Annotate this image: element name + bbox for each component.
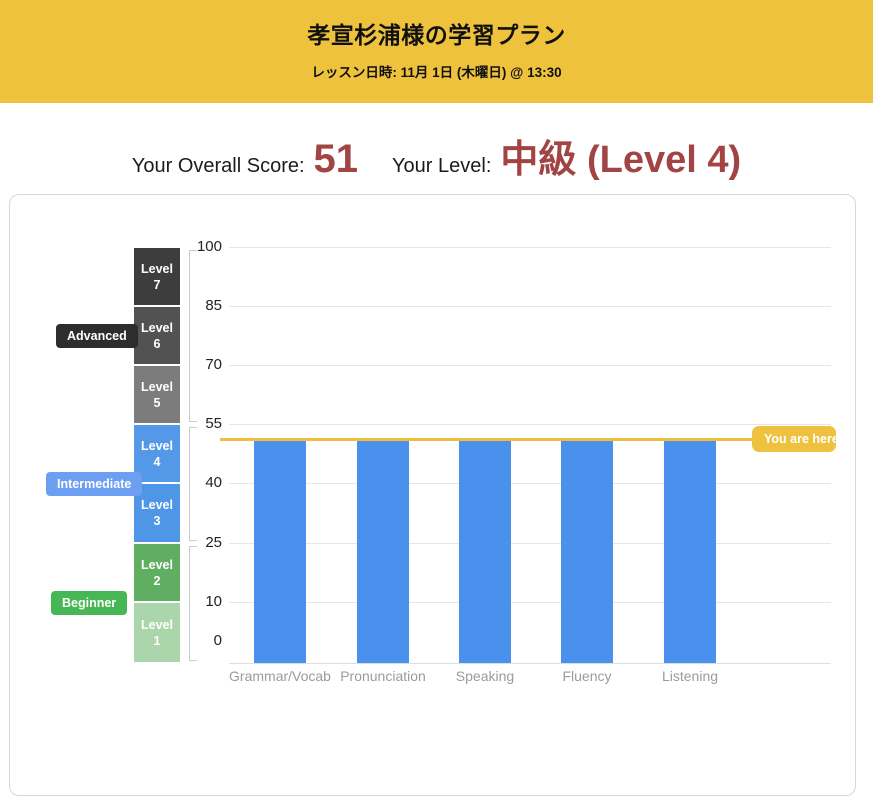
group-badge-beginner: Beginner bbox=[51, 591, 128, 615]
your-level-label: Your Level: bbox=[392, 155, 492, 177]
y-tick-label-100: 100 bbox=[196, 238, 222, 255]
score-summary: Your Overall Score: 51 Your Level: 中級 (L… bbox=[0, 128, 873, 188]
level-block-number: 1 bbox=[153, 633, 161, 648]
bar-pronunciation[interactable] bbox=[357, 440, 409, 663]
gridline-40 bbox=[229, 483, 831, 484]
level-block-5: Level 5 bbox=[134, 366, 180, 423]
y-tick-label-55: 55 bbox=[205, 415, 222, 432]
level-block-label: Level bbox=[141, 617, 173, 632]
level-block-7: Level 7 bbox=[134, 248, 180, 305]
gridline-55 bbox=[229, 424, 831, 425]
level-block-6: Level 6 bbox=[134, 307, 180, 364]
level-block-4: Level 4 bbox=[134, 425, 180, 482]
x-axis-line bbox=[229, 663, 831, 664]
x-category-label: Listening bbox=[661, 668, 719, 684]
bar-fluency[interactable] bbox=[561, 440, 613, 663]
level-block-number: 4 bbox=[153, 454, 161, 469]
x-category-label: Speaking bbox=[455, 668, 515, 684]
level-block-label: Level bbox=[141, 379, 173, 394]
y-tick-label-10: 10 bbox=[205, 593, 222, 610]
gridline-85 bbox=[229, 306, 831, 307]
lesson-datetime: レッスン日時: 11月 1日 (木曜日) @ 13:30 bbox=[311, 65, 562, 80]
level-block-number: 2 bbox=[153, 573, 161, 588]
gridline-70 bbox=[229, 365, 831, 366]
overall-score-label: Your Overall Score: bbox=[131, 155, 305, 177]
level-block-1: Level 1 bbox=[134, 603, 180, 662]
gridline-10 bbox=[229, 602, 831, 603]
level-block-label: Level bbox=[141, 261, 173, 276]
y-tick-label-70: 70 bbox=[205, 356, 222, 373]
y-tick-label-85: 85 bbox=[205, 297, 222, 314]
bracket-beginner bbox=[189, 546, 197, 661]
level-block-number: 7 bbox=[153, 277, 161, 292]
group-badge-intermediate: Intermediate bbox=[46, 472, 143, 496]
y-tick-label-25: 25 bbox=[205, 534, 222, 551]
x-category-label: Fluency bbox=[562, 668, 612, 684]
x-category-label: Grammar/Vocab bbox=[229, 668, 331, 684]
gridline-100 bbox=[229, 247, 831, 248]
level-block-number: 3 bbox=[153, 514, 161, 528]
x-category-label: Pronunciation bbox=[340, 668, 426, 684]
overall-score-value: 51 bbox=[313, 137, 359, 181]
level-block-label: Level bbox=[141, 320, 173, 335]
level-block-3: Level 3 bbox=[134, 484, 180, 542]
level-block-number: 5 bbox=[153, 395, 161, 410]
level-block-number: 6 bbox=[153, 336, 161, 351]
you-are-here-badge: You are here bbox=[752, 426, 839, 452]
level-block-label: Level bbox=[141, 498, 173, 512]
bar-listening[interactable] bbox=[664, 440, 716, 663]
your-level-value: 中級 (Level 4) bbox=[500, 139, 742, 181]
group-badge-advanced: Advanced bbox=[56, 324, 138, 348]
y-tick-label-40: 40 bbox=[205, 474, 222, 491]
header-banner: 孝宣杉浦様の学習プラン レッスン日時: 11月 1日 (木曜日) @ 13:30 bbox=[0, 0, 873, 103]
chart-panel: 0 10 25 40 55 70 85 100 Grammar/Vocab Pronunciati… bbox=[9, 194, 856, 796]
page-title: 孝宣杉浦様の学習プラン bbox=[307, 22, 566, 48]
bracket-advanced bbox=[189, 250, 197, 422]
score-bar-chart: 0 10 25 40 55 70 85 100 Grammar/Vocab Pronunciati… bbox=[10, 195, 855, 795]
level-block-label: Level bbox=[141, 438, 173, 453]
bar-speaking[interactable] bbox=[459, 440, 511, 663]
bar-grammar-vocab[interactable] bbox=[254, 440, 306, 663]
gridline-25 bbox=[229, 543, 831, 544]
y-tick-label-0: 0 bbox=[213, 632, 222, 649]
bracket-intermediate bbox=[189, 427, 197, 541]
level-block-label: Level bbox=[141, 557, 173, 572]
level-block-2: Level 2 bbox=[134, 544, 180, 601]
overall-score-line bbox=[220, 438, 752, 441]
